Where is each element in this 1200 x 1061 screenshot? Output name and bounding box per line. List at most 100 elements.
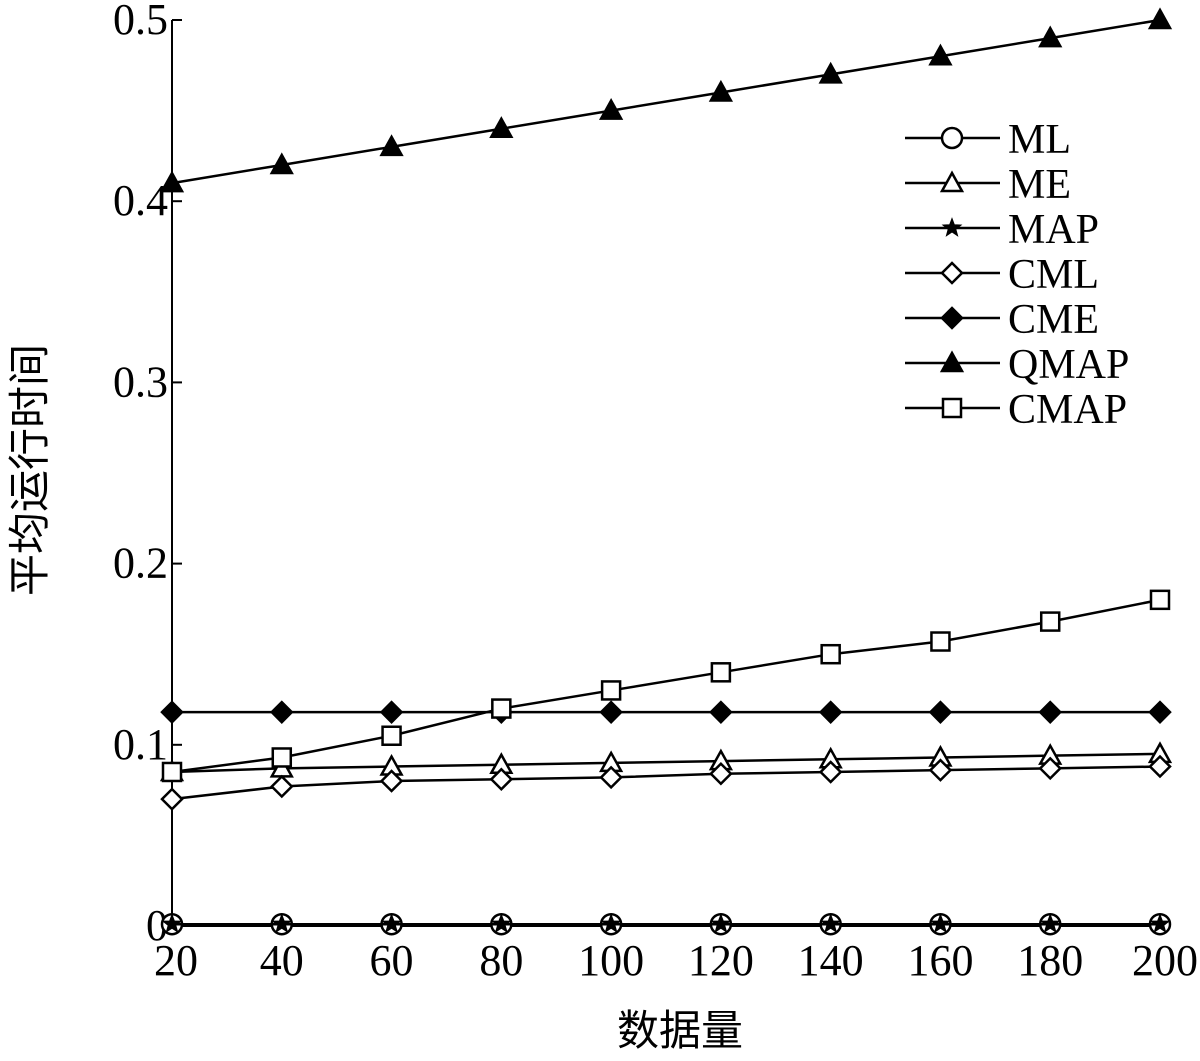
data-point-cme [160,700,184,724]
data-point-cmap [930,631,951,652]
axes: 20 40 60 80 100 120 140 160 180 200 0 0.1 0.2 0.3 0.4 0… [113,0,1198,985]
data-point-cml [160,787,184,811]
x-tick-label: 40 [260,936,304,985]
y-tick-label: 0.4 [113,176,168,225]
data-point-qmap [928,43,953,66]
legend-label-cme: CME [1008,297,1099,343]
series-me [159,741,1173,782]
legend-marker-cme [940,306,964,330]
data-point-map [271,913,293,934]
legend-label-cmap: CMAP [1008,387,1127,433]
series-cme [160,700,1172,724]
data-point-cme [1038,700,1062,724]
legend-item-me: ME [905,162,1071,208]
data-point-qmap [1147,7,1173,30]
data-point-cme [1148,700,1172,724]
x-tick-label: 20 [154,936,198,985]
data-point-qmap [1038,25,1063,48]
data-point-cmap [820,643,841,665]
x-tick-label: 100 [578,936,644,985]
legend-label-me: ME [1008,162,1071,208]
data-point-cml [818,760,843,784]
y-tick-label: 0.3 [113,357,168,406]
data-point-map [490,913,512,934]
data-point-cmap [161,761,183,783]
series-line-me [171,752,1161,774]
data-point-cml [379,769,404,793]
legend-item-cmap: CMAP [905,387,1127,433]
series-cmap [161,589,1171,783]
legend-label-qmap: QMAP [1008,342,1129,388]
data-point-qmap [159,170,185,193]
series-line-qmap [171,18,1161,185]
data-point-qmap [818,61,843,84]
data-point-cme [599,700,623,724]
series-line-cmap [171,598,1161,774]
y-tick-label: 0 [146,901,168,950]
data-point-cmap [1149,589,1171,611]
data-point-cme [270,700,294,724]
x-tick-label: 180 [1017,936,1083,985]
legend-label-map: MAP [1008,207,1099,253]
data-point-cmap [710,662,732,683]
data-point-cml [599,765,623,790]
legend-label-cml: CML [1008,252,1099,298]
x-axis-title: 数据量 [617,1006,743,1055]
data-point-map [1149,913,1171,934]
legend-marker-me [939,170,965,193]
data-point-cme [818,700,843,724]
x-tick-label: 200 [1132,936,1198,985]
data-point-cmap [600,680,622,701]
series-line-cml [171,765,1161,801]
data-point-map [710,913,732,934]
data-point-map [930,913,951,934]
data-point-cmap [491,698,512,719]
legend-marker-qmap [939,350,965,373]
legend-marker-cml [940,261,964,285]
data-point-cme [709,700,733,724]
data-point-qmap [598,98,624,120]
data-point-map [381,913,402,934]
series-layer [159,7,1173,936]
series-cml [160,754,1172,811]
data-point-cmap [381,725,402,746]
series-map [161,913,1171,934]
data-point-map [600,913,622,934]
data-point-cml [709,762,733,786]
data-point-cml [270,774,294,799]
data-point-qmap [708,79,734,102]
x-tick-label: 60 [370,936,414,985]
y-axis-title: 平均运行时间 [5,344,54,596]
x-tick-label: 120 [688,936,754,985]
legend-marker-map [941,217,963,237]
data-point-qmap [269,152,294,175]
data-point-cmap [1039,611,1061,632]
series-qmap [159,7,1173,193]
data-point-map [161,913,183,934]
legend-label-ml: ML [1008,117,1071,163]
y-tick-label: 0.1 [113,720,168,769]
y-tick-label: 0.5 [113,0,168,44]
data-point-map [820,913,842,934]
legend-item-map: MAP [905,207,1099,253]
legend-item-qmap: QMAP [905,342,1129,388]
data-point-cml [1038,756,1062,781]
data-point-cml [928,758,953,782]
legend-item-cml: CML [905,252,1099,298]
data-point-qmap [379,134,404,157]
x-tick-label: 140 [798,936,864,985]
data-point-cml [1148,754,1172,779]
legend-marker-cmap [941,397,963,419]
legend-item-ml: ML [905,117,1071,163]
y-tick-label: 0.2 [113,539,168,588]
x-tick-label: 160 [907,936,973,985]
x-tick-label: 80 [479,936,523,985]
data-point-cme [379,700,404,724]
data-point-cmap [271,747,293,768]
data-point-map [1039,913,1061,934]
data-point-cme [928,700,953,724]
data-point-cml [489,767,514,791]
